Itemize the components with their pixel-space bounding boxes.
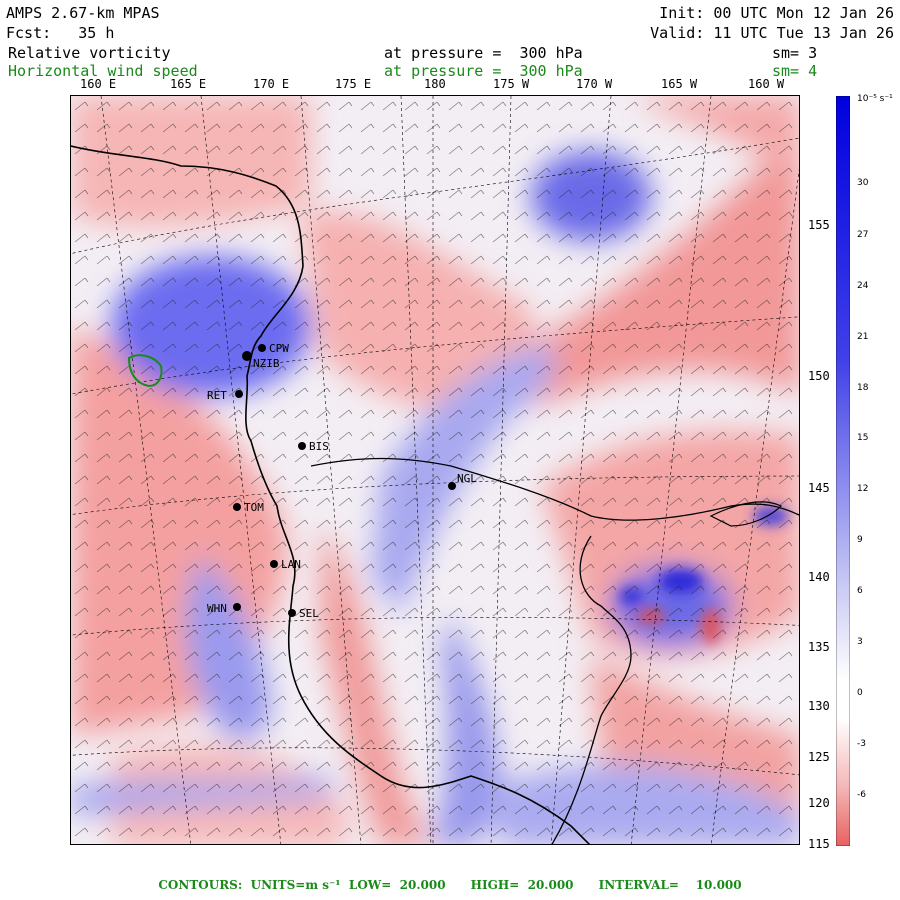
station-cpw: CPW [258, 342, 289, 355]
colorbar-tick: 24 [857, 281, 869, 291]
wind-speed-contour [127, 354, 163, 388]
svg-text:NGL: NGL [457, 472, 477, 485]
colorbar-tick: 21 [857, 332, 869, 342]
model-title: AMPS 2.67-km MPAS [6, 4, 160, 22]
lon-label: 180 [424, 77, 446, 91]
map-canvas: CPW NZIB RET BIS NGL TOM [71, 96, 799, 844]
field2-smoothing: sm= 4 [772, 62, 818, 80]
lon-label: 170 W [576, 77, 613, 91]
lat-label: 150 [808, 369, 830, 383]
station-whn: WHN [207, 602, 241, 615]
lon-label: 175 W [493, 77, 530, 91]
station-nzib: NZIB [242, 351, 280, 370]
field2-level: at pressure = 300 hPa [384, 62, 583, 80]
lon-label: 160 W [748, 77, 785, 91]
station-ret: RET [207, 389, 243, 402]
lon-label: 160 E [80, 77, 117, 91]
colorbar-tick: 15 [857, 433, 869, 443]
lat-label: 140 [808, 570, 830, 584]
colorbar-tick: 9 [857, 535, 863, 545]
lon-label: 165 W [661, 77, 698, 91]
station-lan: LAN [270, 558, 301, 571]
valid-time: Valid: 11 UTC Tue 13 Jan 26 [650, 24, 894, 42]
colorbar-tick: 3 [857, 637, 863, 647]
contour-info: CONTOURS: UNITS=m s⁻¹ LOW= 20.000 HIGH= … [158, 878, 742, 892]
lat-label: 155 [808, 218, 830, 232]
field1-name: Relative vorticity [8, 44, 171, 62]
station-tom: TOM [233, 501, 264, 514]
svg-text:TOM: TOM [244, 501, 264, 514]
forecast-hour: Fcst: 35 h [6, 24, 115, 42]
lat-label: 145 [808, 481, 830, 495]
station-ngl: NGL [448, 472, 477, 490]
field2-name: Horizontal wind speed [8, 62, 198, 80]
lon-label: 175 E [335, 77, 372, 91]
colorbar-tick: -3 [857, 739, 866, 749]
lat-label: 135 [808, 640, 830, 654]
colorbar-tick: 6 [857, 586, 863, 596]
init-time: Init: 00 UTC Mon 12 Jan 26 [659, 4, 894, 22]
colorbar-tick: 0 [857, 688, 863, 698]
stations: CPW NZIB RET BIS NGL TOM [207, 342, 477, 620]
svg-text:LAN: LAN [281, 558, 301, 571]
field1-level: at pressure = 300 hPa [384, 44, 583, 62]
colorbar-tick: 12 [857, 484, 869, 494]
colorbar [835, 95, 851, 847]
map-panel: CPW NZIB RET BIS NGL TOM [70, 95, 800, 845]
colorbar-tick: -6 [857, 790, 866, 800]
colorbar-tick: 18 [857, 383, 869, 393]
graticule [71, 96, 799, 844]
lat-label: 125 [808, 750, 830, 764]
wind-barbs [71, 96, 799, 844]
svg-text:NZIB: NZIB [253, 357, 280, 370]
lat-label: 120 [808, 796, 830, 810]
colorbar-units: 10⁻⁵ s⁻¹ [857, 94, 893, 104]
station-bis: BIS [298, 440, 329, 453]
svg-text:SEL: SEL [299, 607, 319, 620]
colorbar-gradient [835, 95, 851, 847]
colorbar-tick: 30 [857, 178, 869, 188]
lat-label: 115 [808, 837, 830, 851]
svg-text:CPW: CPW [269, 342, 289, 355]
svg-text:RET: RET [207, 389, 227, 402]
lat-label: 130 [808, 699, 830, 713]
svg-text:BIS: BIS [309, 440, 329, 453]
field1-smoothing: sm= 3 [772, 44, 818, 62]
coastline [71, 145, 799, 844]
colorbar-tick: 27 [857, 230, 869, 240]
lon-label: 165 E [170, 77, 207, 91]
lon-label: 170 E [253, 77, 290, 91]
svg-text:WHN: WHN [207, 602, 227, 615]
station-sel: SEL [288, 607, 319, 620]
